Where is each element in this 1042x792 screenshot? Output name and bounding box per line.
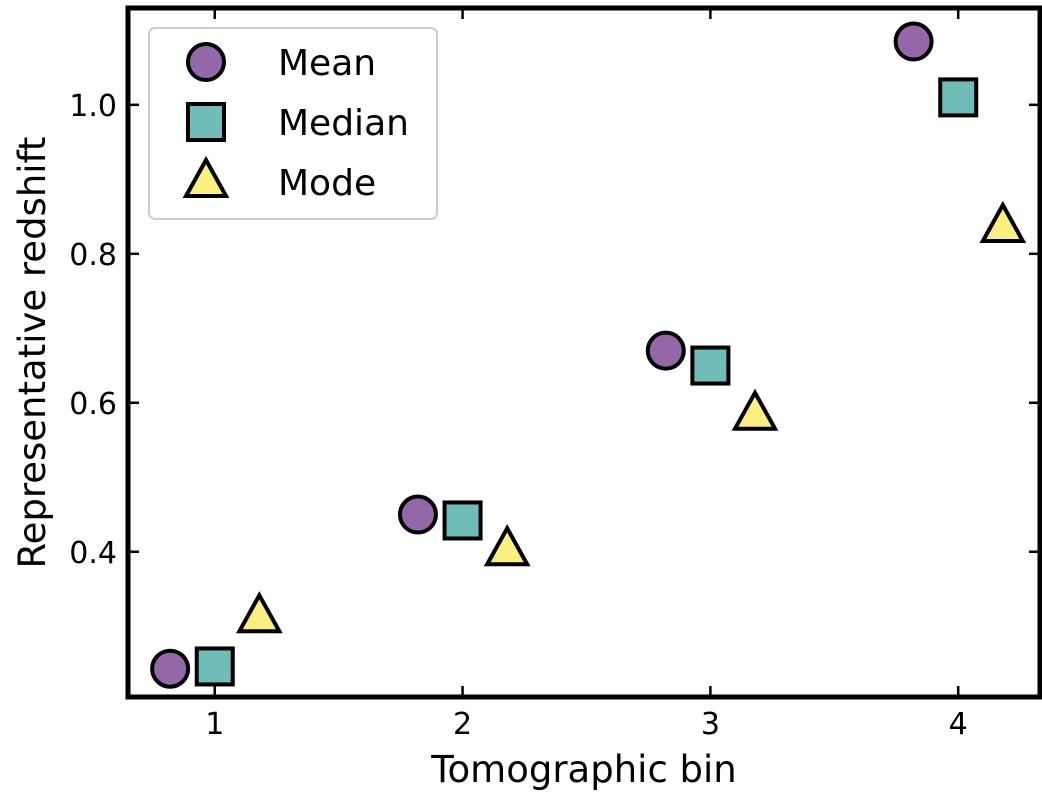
mode-marker xyxy=(483,524,531,567)
legend-label: Mode xyxy=(278,163,376,204)
plot-frame xyxy=(125,5,1042,700)
axis-ticks: 1 2 3 4 0.4 0.6 0.8 1.0 xyxy=(69,8,1040,742)
legend-triangle-icon xyxy=(182,155,230,198)
y-tick-label: 1.0 xyxy=(69,89,117,124)
median-marker xyxy=(442,500,483,541)
y-tick-label: 0.6 xyxy=(69,387,117,422)
legend: Mean Median Mode xyxy=(148,27,438,220)
y-axis-label: Representative redshift xyxy=(11,137,54,569)
x-tick-label: 4 xyxy=(949,707,968,742)
legend-square-icon xyxy=(186,102,226,142)
mode-marker xyxy=(979,200,1027,243)
mean-marker xyxy=(893,21,934,62)
mean-marker xyxy=(645,330,686,371)
median-marker xyxy=(690,345,731,386)
x-tick-label: 2 xyxy=(453,707,472,742)
median-marker xyxy=(938,77,979,118)
mean-marker xyxy=(150,648,191,689)
median-marker xyxy=(194,646,235,687)
y-tick-label: 0.8 xyxy=(69,238,117,273)
legend-circle-icon xyxy=(186,42,226,82)
data-markers xyxy=(150,21,1027,689)
mode-marker xyxy=(731,388,779,431)
y-tick-label: 0.4 xyxy=(69,536,117,571)
x-tick-label: 3 xyxy=(701,707,720,742)
mode-marker xyxy=(235,591,283,634)
legend-box xyxy=(148,27,438,220)
x-tick-label: 1 xyxy=(205,707,224,742)
x-axis-label: Tomographic bin xyxy=(430,748,737,791)
mean-marker xyxy=(397,494,438,535)
legend-label: Median xyxy=(278,103,409,144)
legend-label: Mean xyxy=(278,43,376,84)
